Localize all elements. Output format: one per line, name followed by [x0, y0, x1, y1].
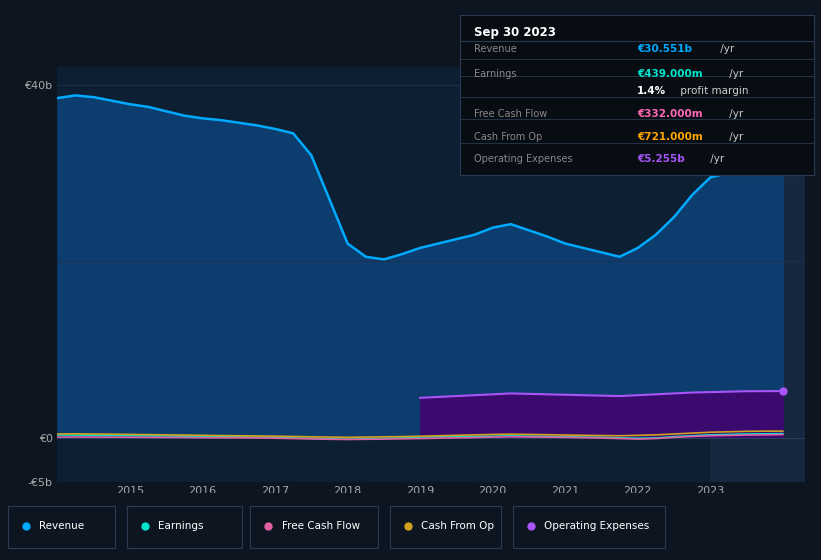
- Text: €5.255b: €5.255b: [637, 154, 685, 164]
- Text: profit margin: profit margin: [677, 86, 748, 96]
- Text: 1.4%: 1.4%: [637, 86, 666, 96]
- Text: /yr: /yr: [717, 44, 734, 54]
- Text: Earnings: Earnings: [158, 521, 204, 531]
- Text: /yr: /yr: [727, 132, 744, 142]
- Text: Revenue: Revenue: [474, 44, 516, 54]
- Text: Operating Expenses: Operating Expenses: [474, 154, 572, 164]
- Text: /yr: /yr: [727, 68, 744, 78]
- Text: Earnings: Earnings: [474, 68, 516, 78]
- Text: /yr: /yr: [707, 154, 724, 164]
- Text: /yr: /yr: [727, 109, 744, 119]
- Text: Free Cash Flow: Free Cash Flow: [282, 521, 360, 531]
- Text: €439.000m: €439.000m: [637, 68, 703, 78]
- Text: Cash From Op: Cash From Op: [474, 132, 542, 142]
- Text: Cash From Op: Cash From Op: [421, 521, 494, 531]
- Text: €30.551b: €30.551b: [637, 44, 692, 54]
- Text: €721.000m: €721.000m: [637, 132, 703, 142]
- Bar: [710, 67, 805, 482]
- Text: Free Cash Flow: Free Cash Flow: [474, 109, 548, 119]
- Text: €332.000m: €332.000m: [637, 109, 703, 119]
- Text: Operating Expenses: Operating Expenses: [544, 521, 649, 531]
- Text: Revenue: Revenue: [39, 521, 85, 531]
- Text: Sep 30 2023: Sep 30 2023: [474, 26, 556, 39]
